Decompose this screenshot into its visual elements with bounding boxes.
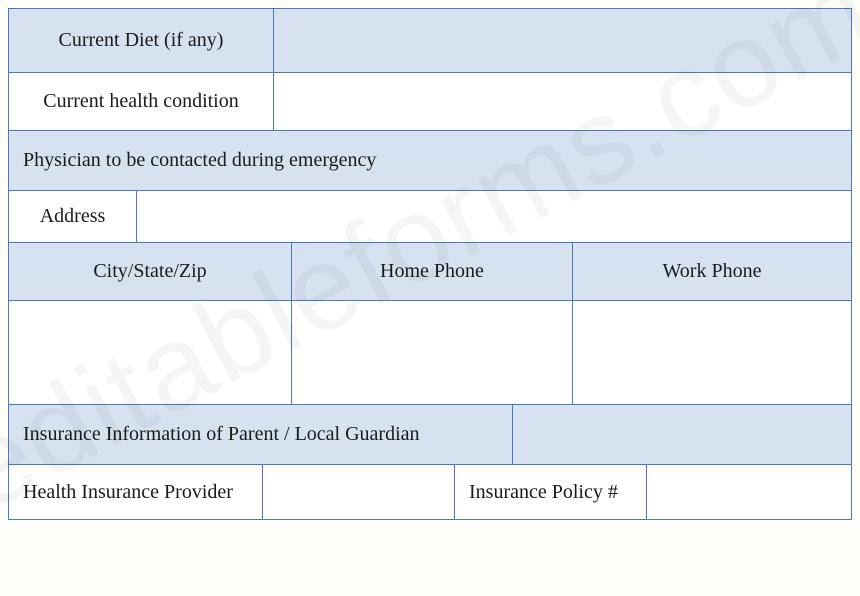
input-health-insurance-provider[interactable] — [263, 465, 455, 519]
label-health-insurance-provider: Health Insurance Provider — [9, 465, 263, 519]
row-address: Address — [9, 191, 851, 243]
row-contact-headers: City/State/Zip Home Phone Work Phone — [9, 243, 851, 301]
row-physician-header: Physician to be contacted during emergen… — [9, 131, 851, 191]
label-work-phone: Work Phone — [573, 243, 851, 300]
input-city-state-zip[interactable] — [9, 301, 292, 404]
label-address: Address — [9, 191, 137, 242]
input-current-diet[interactable] — [274, 9, 851, 72]
row-contact-values — [9, 301, 851, 405]
input-health-condition[interactable] — [274, 73, 851, 130]
row-insurance-details: Health Insurance Provider Insurance Poli… — [9, 465, 851, 519]
label-current-diet: Current Diet (if any) — [9, 9, 274, 72]
cell-insurance-header-right — [513, 405, 851, 464]
row-insurance-header: Insurance Information of Parent / Local … — [9, 405, 851, 465]
label-health-condition: Current health condition — [9, 73, 274, 130]
input-insurance-policy-number[interactable] — [647, 465, 851, 519]
row-current-diet: Current Diet (if any) — [9, 9, 851, 73]
input-address[interactable] — [137, 191, 851, 242]
label-insurance-info: Insurance Information of Parent / Local … — [9, 405, 513, 464]
medical-form-table: Current Diet (if any) Current health con… — [8, 8, 852, 520]
label-city-state-zip: City/State/Zip — [9, 243, 292, 300]
row-health-condition: Current health condition — [9, 73, 851, 131]
label-physician-emergency: Physician to be contacted during emergen… — [9, 131, 851, 190]
label-insurance-policy-number: Insurance Policy # — [455, 465, 647, 519]
input-work-phone[interactable] — [573, 301, 851, 404]
input-home-phone[interactable] — [292, 301, 573, 404]
label-home-phone: Home Phone — [292, 243, 573, 300]
